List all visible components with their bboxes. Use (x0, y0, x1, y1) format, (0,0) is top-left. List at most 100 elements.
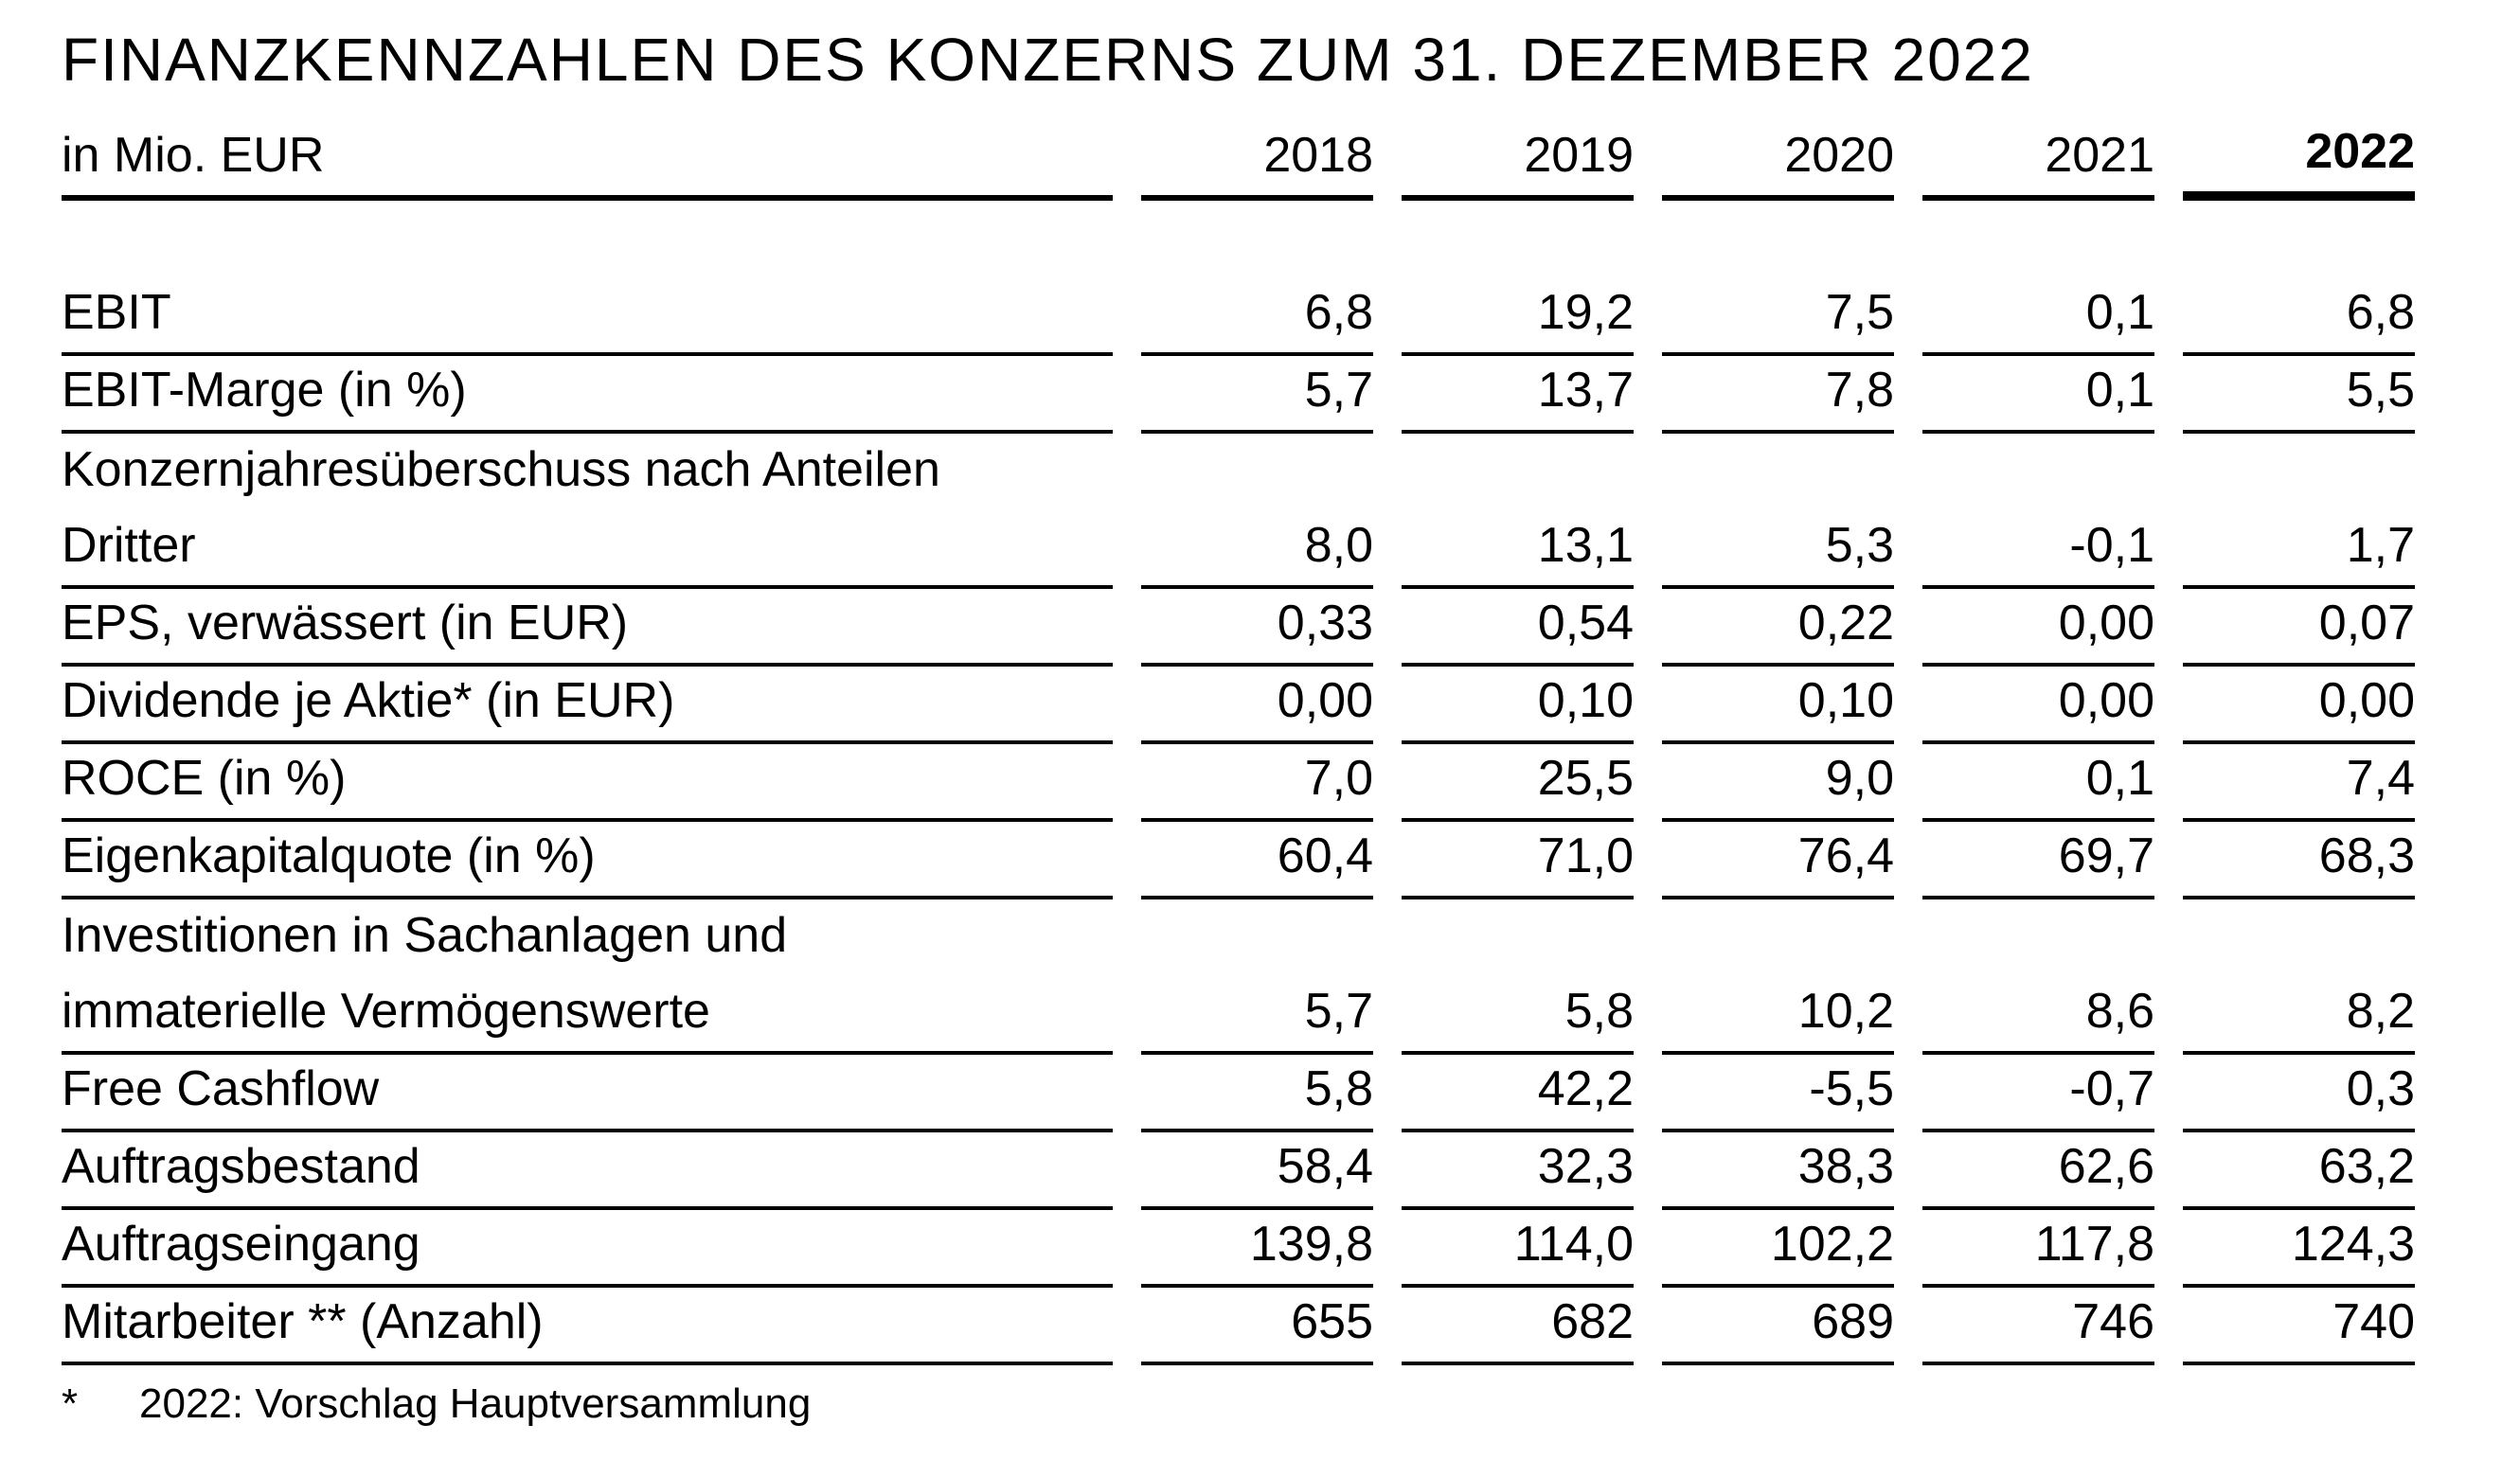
cell-value: 102,2 (1662, 1206, 1894, 1288)
row-label-line1: EPS, verwässert (in EUR) (62, 596, 629, 650)
table-row: Mitarbeiter ** (Anzahl) 655 682 689 746 740 (62, 1288, 2415, 1365)
cell-value: 117,8 (1922, 1206, 2154, 1288)
cell-value: 655 (1141, 1284, 1373, 1365)
table-row: Free Cashflow 5,8 42,2 -5,5 -0,7 0,3 (62, 1055, 2415, 1132)
cell-value: 7,5 (1662, 275, 1894, 356)
cell-value: 8,0 (1141, 507, 1373, 589)
table-row: Auftragseingang 139,8 114,0 102,2 117,8 124,3 (62, 1210, 2415, 1288)
table-row: EBIT-Marge (in %) 5,7 13,7 7,8 0,1 5,5 (62, 356, 2415, 434)
cell-value: 13,7 (1402, 352, 1634, 434)
row-label-line2: Dritter (62, 518, 196, 573)
cell-value: 19,2 (1402, 275, 1634, 356)
cell-value: 9,0 (1662, 740, 1894, 822)
header-gap (62, 201, 2415, 278)
year-header: 2019 (1402, 117, 1634, 201)
row-label: Auftragsbestand (62, 1129, 1113, 1210)
cell-value: 0,1 (1922, 740, 2154, 822)
row-label-line1: EBIT-Marge (in %) (62, 363, 467, 418)
cell-value: 5,7 (1141, 973, 1373, 1055)
cell-value: 7,0 (1141, 740, 1373, 822)
cell-value: 0,10 (1402, 663, 1634, 744)
row-label: Mitarbeiter ** (Anzahl) (62, 1284, 1113, 1365)
table-row: EBIT 6,8 19,2 7,5 0,1 6,8 (62, 278, 2415, 356)
cell-value: 139,8 (1141, 1206, 1373, 1288)
row-label: Free Cashflow (62, 1051, 1113, 1132)
cell-value: 42,2 (1402, 1051, 1634, 1132)
table-row: EPS, verwässert (in EUR) 0,33 0,54 0,22 0,00… (62, 589, 2415, 667)
year-header: 2021 (1922, 117, 2154, 201)
cell-value: 7,4 (2183, 740, 2415, 822)
cell-value: 5,5 (2183, 352, 2415, 434)
cell-value: 0,1 (1922, 352, 2154, 434)
cell-value: 5,8 (1402, 973, 1634, 1055)
footnote-text: 2022: Vorschlag Hauptversammlung (139, 1380, 812, 1427)
unit-label: in Mio. EUR (62, 117, 1113, 201)
cell-value: 0,00 (1922, 663, 2154, 744)
cell-value: 60,4 (1141, 818, 1373, 899)
cell-value: 63,2 (2183, 1129, 2415, 1210)
table-row: Dividende je Aktie* (in EUR) 0,00 0,10 0,10… (62, 667, 2415, 744)
row-label-line1: Auftragseingang (62, 1217, 420, 1272)
cell-value: 682 (1402, 1284, 1634, 1365)
table-row: Investitionen in Sachanlagen und immateri… (62, 899, 2415, 1055)
row-label-line1: EBIT (62, 285, 171, 340)
cell-value: 10,2 (1662, 973, 1894, 1055)
row-label-line1: ROCE (in %) (62, 751, 347, 806)
cell-value: 8,2 (2183, 973, 2415, 1055)
cell-value: 0,00 (2183, 663, 2415, 744)
cell-value: 0,54 (1402, 585, 1634, 667)
cell-value: 32,3 (1402, 1129, 1634, 1210)
row-label: EPS, verwässert (in EUR) (62, 585, 1113, 667)
cell-value: 0,1 (1922, 275, 2154, 356)
cell-value: 1,7 (2183, 507, 2415, 589)
cell-value: 7,8 (1662, 352, 1894, 434)
row-label-line1: Eigenkapitalquote (in %) (62, 828, 596, 883)
table-row: ROCE (in %) 7,0 25,5 9,0 0,1 7,4 (62, 744, 2415, 822)
cell-value: 114,0 (1402, 1206, 1634, 1288)
cell-value: 6,8 (2183, 275, 2415, 356)
year-header: 2018 (1141, 117, 1373, 201)
cell-value: 746 (1922, 1284, 2154, 1365)
cell-value: 62,6 (1922, 1129, 2154, 1210)
cell-value: 5,3 (1662, 507, 1894, 589)
cell-value: 740 (2183, 1284, 2415, 1365)
cell-value: 0,07 (2183, 585, 2415, 667)
page-title: FINANZKENNZAHLEN DES KONZERNS ZUM 31. DE… (62, 26, 2034, 94)
row-label-line1: Investitionen in Sachanlagen und (62, 908, 788, 963)
row-label: EBIT-Marge (in %) (62, 352, 1113, 434)
row-label: Investitionen in Sachanlagen und immateri… (62, 898, 1113, 1055)
row-label-line1: Konzernjahresüberschuss nach Anteilen (62, 442, 940, 497)
cell-value: -5,5 (1662, 1051, 1894, 1132)
cell-value: 25,5 (1402, 740, 1634, 822)
cell-value: 71,0 (1402, 818, 1634, 899)
cell-value: 76,4 (1662, 818, 1894, 899)
cell-value: 38,3 (1662, 1129, 1894, 1210)
cell-value: 58,4 (1141, 1129, 1373, 1210)
row-label-line1: Dividende je Aktie* (in EUR) (62, 673, 675, 728)
table-row: Konzernjahresüberschuss nach Anteilen Dri… (62, 434, 2415, 589)
row-label: Eigenkapitalquote (in %) (62, 818, 1113, 899)
row-label-line1: Free Cashflow (62, 1061, 380, 1116)
cell-value: 8,6 (1922, 973, 2154, 1055)
footnote-marker: * (62, 1380, 79, 1427)
cell-value: 0,00 (1141, 663, 1373, 744)
cell-value: -0,1 (1922, 507, 2154, 589)
row-label: EBIT (62, 275, 1113, 356)
cell-value: 6,8 (1141, 275, 1373, 356)
table-row: Eigenkapitalquote (in %) 60,4 71,0 76,4 69,7… (62, 822, 2415, 899)
row-label: Auftragseingang (62, 1206, 1113, 1288)
cell-value: 69,7 (1922, 818, 2154, 899)
row-label: ROCE (in %) (62, 740, 1113, 822)
cell-value: 0,3 (2183, 1051, 2415, 1132)
cell-value: 0,10 (1662, 663, 1894, 744)
cell-value: 0,00 (1922, 585, 2154, 667)
year-header: 2022 (2183, 114, 2415, 201)
cell-value: 13,1 (1402, 507, 1634, 589)
cell-value: 68,3 (2183, 818, 2415, 899)
row-label: Dividende je Aktie* (in EUR) (62, 663, 1113, 744)
cell-value: 124,3 (2183, 1206, 2415, 1288)
cell-value: 0,22 (1662, 585, 1894, 667)
table-header-row: in Mio. EUR 2018 2019 2020 2021 2022 (62, 95, 2415, 201)
row-label: Konzernjahresüberschuss nach Anteilen Dri… (62, 432, 1113, 589)
